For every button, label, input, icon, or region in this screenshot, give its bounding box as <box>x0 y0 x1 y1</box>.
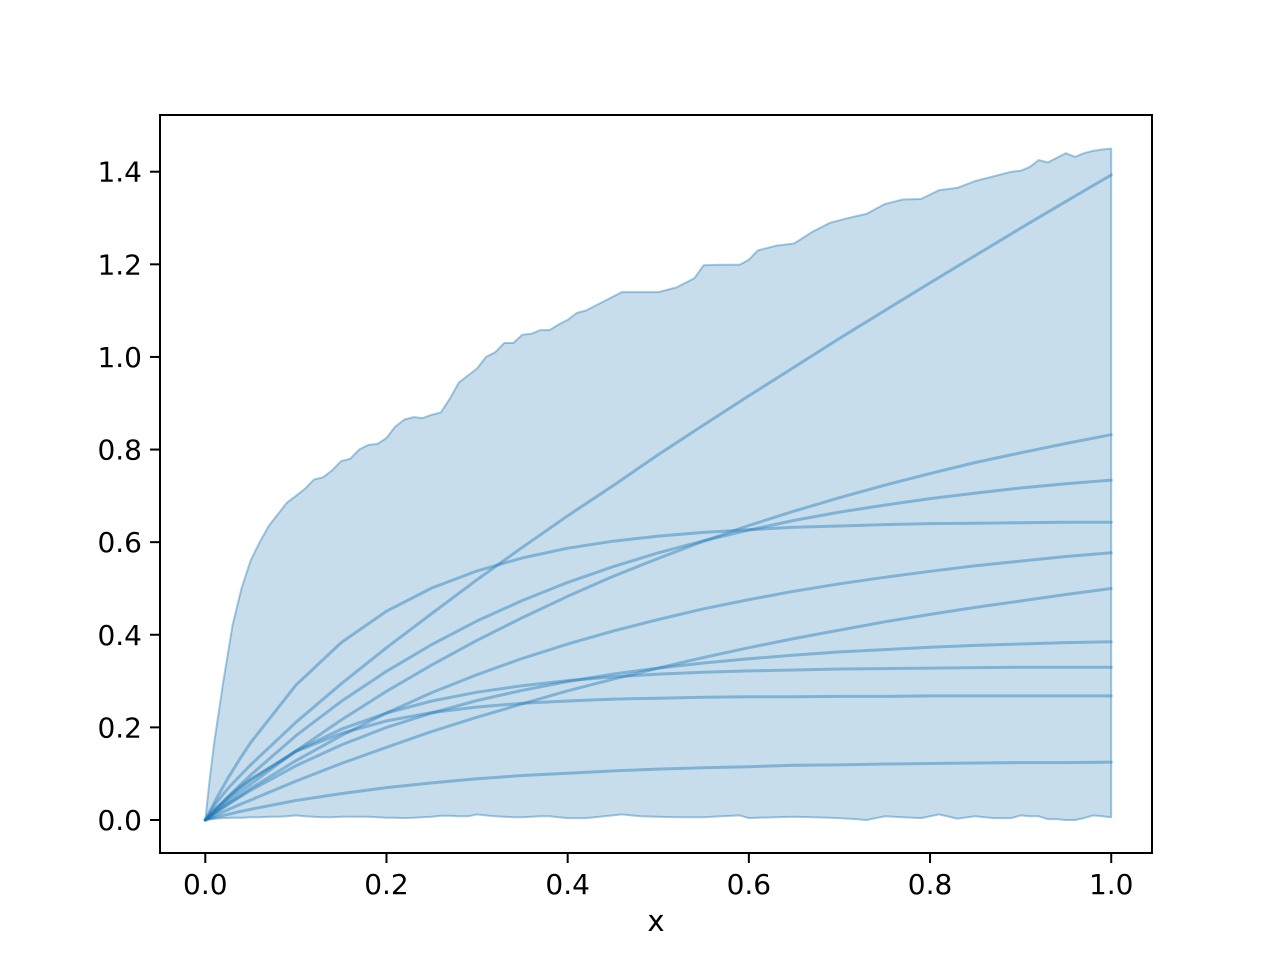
y-tick-label: 1.2 <box>97 248 142 281</box>
y-tick-label: 0.6 <box>97 526 142 559</box>
y-tick-label: 0.4 <box>97 619 142 652</box>
curve-8-line <box>203 665 1113 822</box>
curve-3-line <box>203 478 1113 822</box>
x-axis-label: x <box>647 904 664 938</box>
y-tick-label: 1.0 <box>97 341 142 374</box>
x-tick-label: 0.0 <box>183 868 228 901</box>
curve-10-line <box>203 760 1113 822</box>
x-tick-label: 0.4 <box>545 868 590 901</box>
axes-spines <box>159 114 1153 854</box>
x-tick-label: 0.2 <box>364 868 409 901</box>
plot-area <box>203 147 1113 822</box>
y-tick-label: 0.8 <box>97 434 142 467</box>
y-tick-label: 1.4 <box>97 156 142 189</box>
y-tick-label: 0.2 <box>97 711 142 744</box>
curve-2-line <box>203 433 1113 822</box>
confidence-band <box>204 147 1113 821</box>
curve-5-line <box>203 551 1113 822</box>
curve-4-line <box>203 520 1113 822</box>
x-tick-label: 0.6 <box>727 868 772 901</box>
curve-1-line <box>203 173 1113 822</box>
y-tick-label: 0.0 <box>97 804 142 837</box>
axes: 0.0 0.2 0.4 0.6 0.8 1.0 0.0 0.2 0.4 0.6 0.8 1.0 1.2 1… <box>97 114 1153 901</box>
x-tick-label: 0.8 <box>908 868 953 901</box>
curve-6-line <box>203 587 1113 822</box>
x-tick-label: 1.0 <box>1089 868 1134 901</box>
curve-7-line <box>203 640 1113 822</box>
curve-9-line <box>203 694 1113 822</box>
